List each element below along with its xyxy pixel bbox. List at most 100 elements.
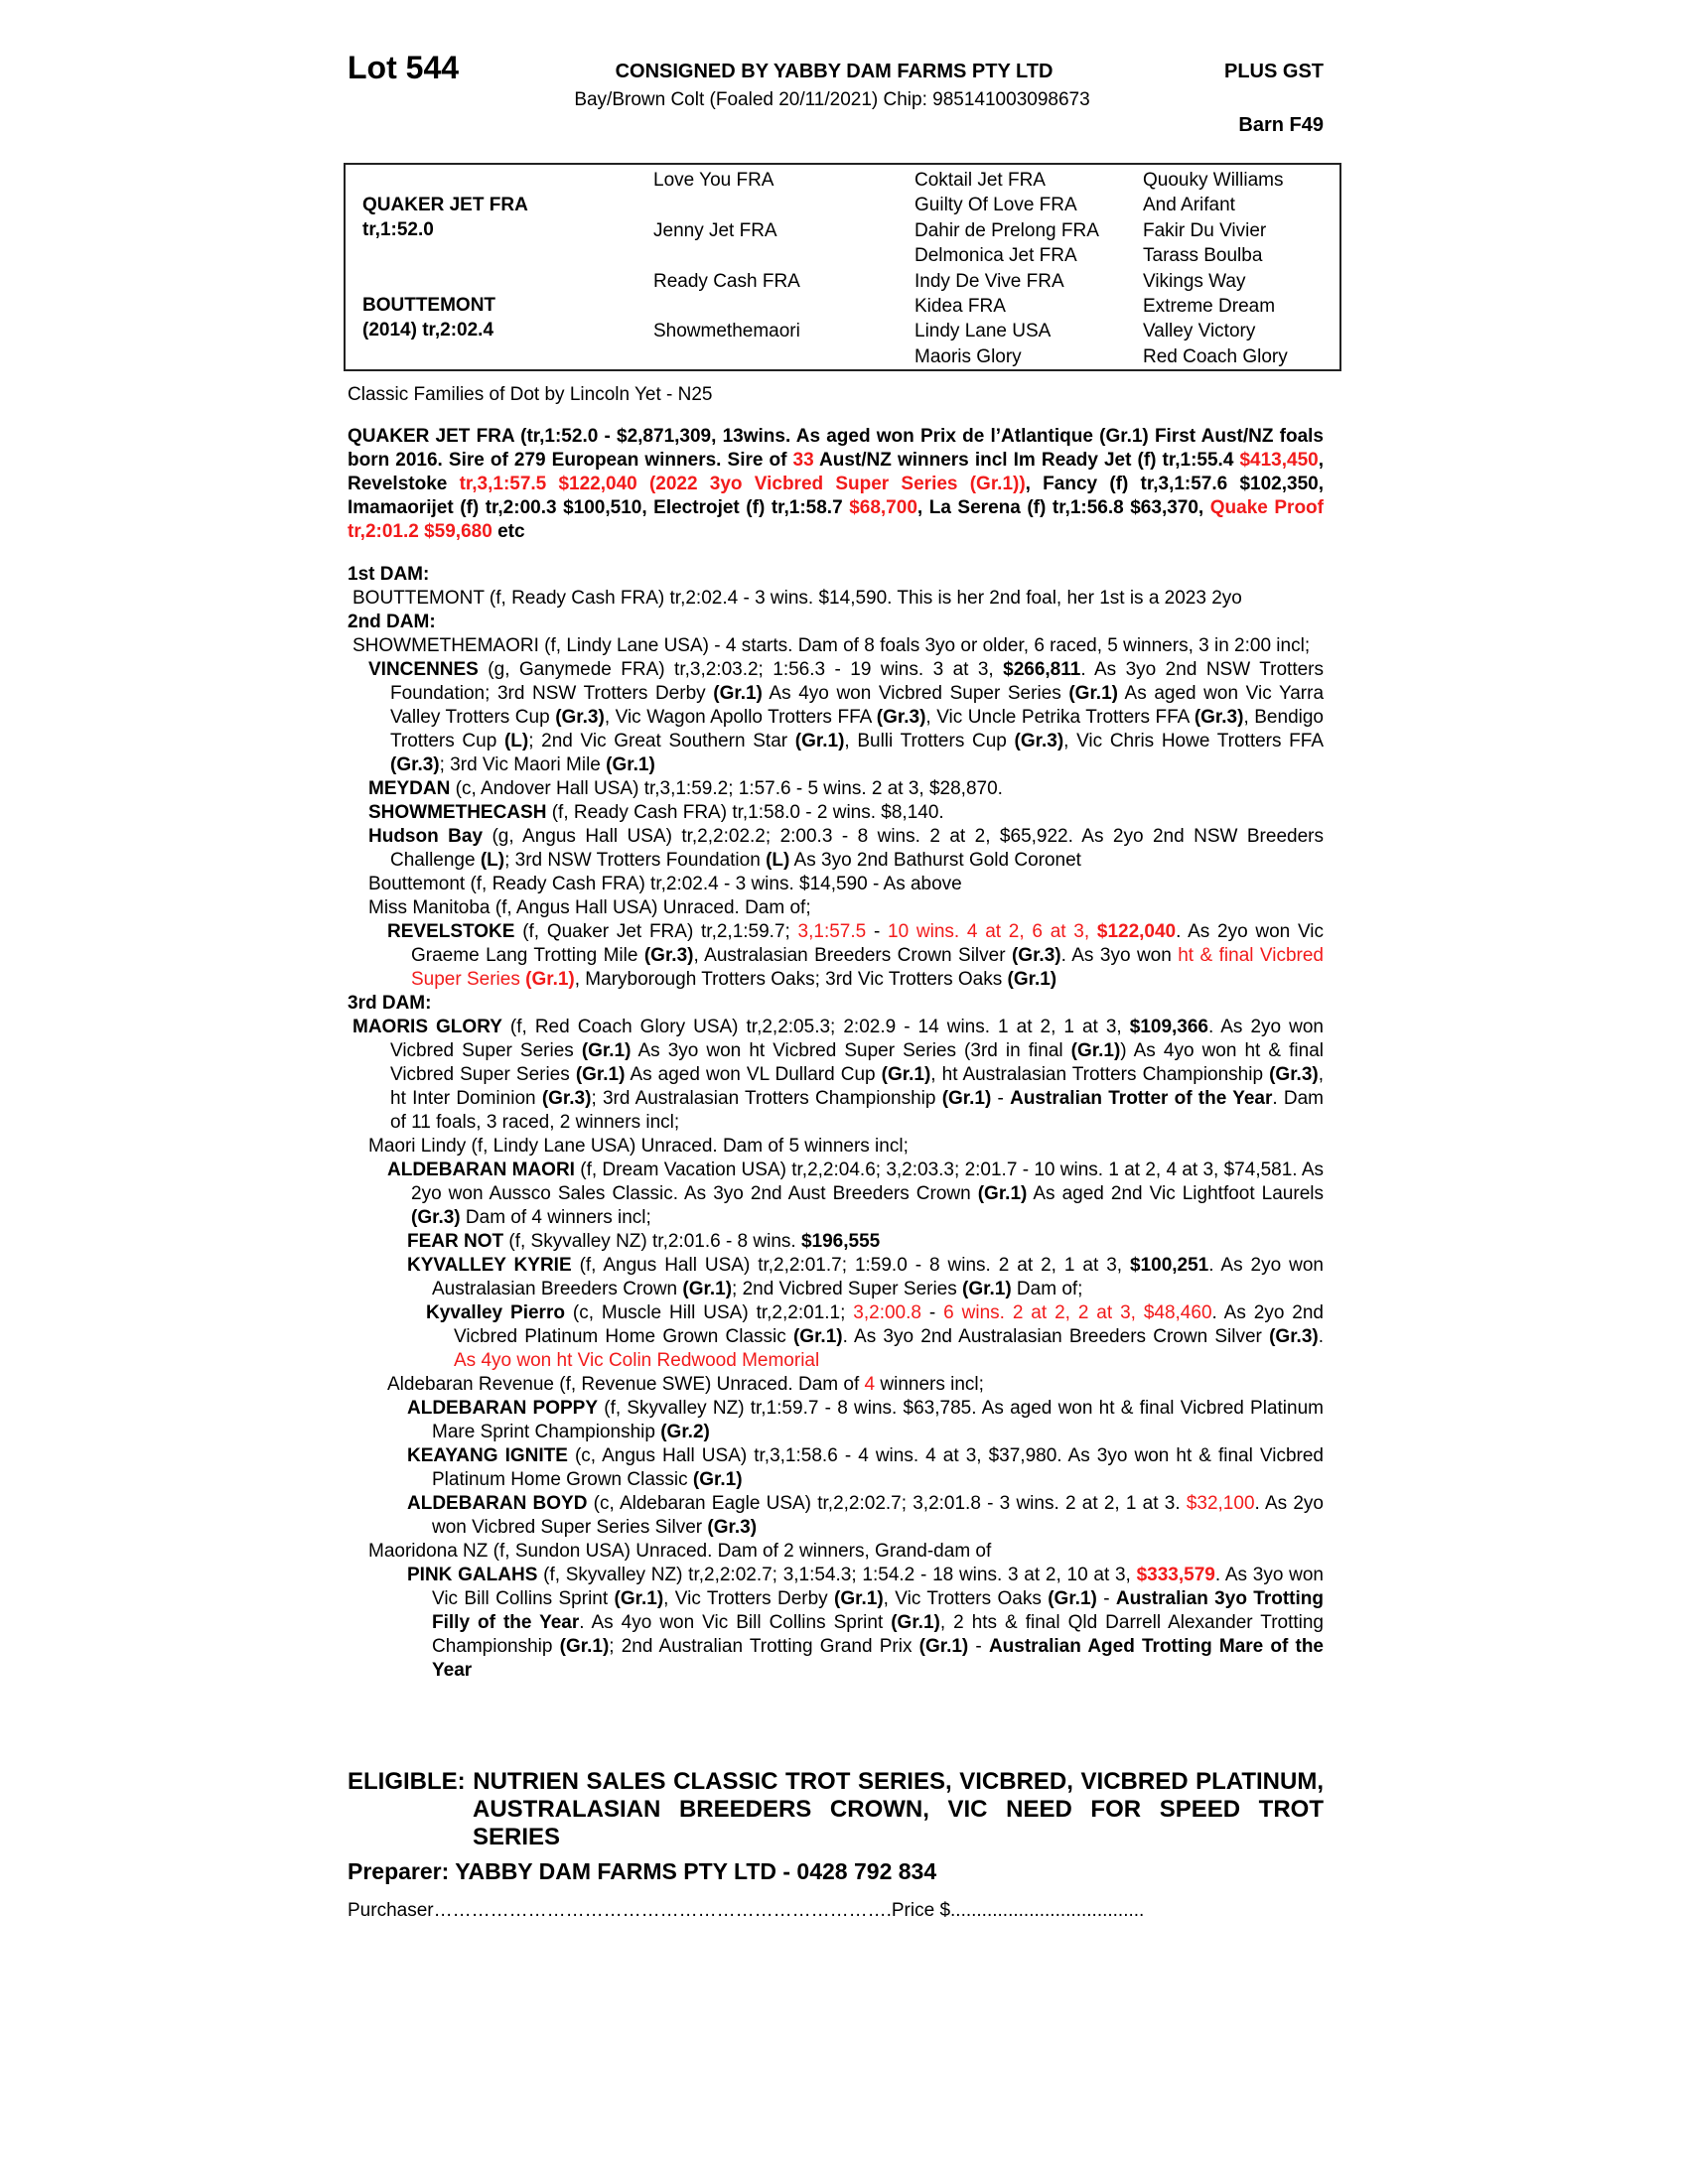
pedigree-entry: REVELSTOKE (f, Quaker Jet FRA) tr,2,1:59… [348,920,1324,992]
family-line: Classic Families of Dot by Lincoln Yet -… [348,384,713,405]
text-run: Bouttemont (f, Ready Cash FRA) tr,2:02.4… [368,874,962,894]
text-run: , Maryborough Trotters Oaks; 3rd Vic Tro… [574,969,1008,990]
sire-record: tr,1:52.0 [362,219,434,240]
text-run: ) As 4yo won ht & final Vicbred Super Se… [390,1040,1324,1085]
dam-pedigree-notes: 1st DAM: BOUTTEMONT (f, Ready Cash FRA) t… [348,563,1324,1683]
dam-heading: 1st DAM: [348,563,1324,587]
pedigree-entry: Bouttemont (f, Ready Cash FRA) tr,2:02.4… [348,873,1324,896]
pedigree-entry: KEAYANG IGNITE (c, Angus Hall USA) tr,3,… [348,1444,1324,1492]
pedigree-entry: Kyvalley Pierro (c, Muscle Hill USA) tr,… [348,1301,1324,1373]
text-run: QUAKER JET FRA (tr,1:52.0 - $2,871,309, … [348,426,1324,471]
highlighted-text: 3,2:00.8 [853,1302,921,1323]
text-run: 1st DAM: [348,564,430,585]
highlighted-text: $68,700 [849,497,917,518]
pedigree-gen2-ancestor: Showmethemaori [653,321,800,342]
text-run: . As 3yo 2nd NSW Trotters Foundation; 3r… [390,659,1324,704]
bold-text: Australian 3yo Trotting Filly of the Yea… [432,1588,1324,1633]
text-run: Dam of; [1011,1279,1083,1299]
text-run: . As 2yo 2nd Vicbred Platinum Home Grown… [454,1302,1324,1347]
dam-name: BOUTTEMONT [362,295,496,316]
bold-text: KEAYANG IGNITE [407,1445,568,1466]
bold-text: Kyvalley Pierro [426,1302,565,1323]
text-run: , Vic Uncle Petrika Trotters FFA [925,707,1195,728]
text-run: . As 2yo won Vicbred Super Series Silver [432,1493,1324,1538]
bold-text: (Gr.1) [918,1636,969,1657]
bold-text: (Gr.3) [541,1088,592,1109]
text-run: . [1318,1326,1324,1347]
text-run: , Vic Trotters Oaks [883,1588,1049,1609]
text-run: . As 2yo won Vic Graeme Lang Trotting Mi… [411,921,1325,966]
horse-description: Bay/Brown Colt (Foaled 20/11/2021) Chip:… [574,89,1090,110]
bold-text: (Gr.1) [559,1636,610,1657]
pedigree-gen3-ancestor: Delmonica Jet FRA [914,245,1077,267]
text-run: ; 3rd Australasian Trotters Championship [591,1088,942,1109]
text-run: Dam of 4 winners incl; [460,1207,651,1228]
bold-text: PINK GALAHS [407,1565,538,1585]
text-run: etc [492,521,525,542]
bold-text: (Gr.1) [834,1588,884,1609]
bold-text: (Gr.1) [1068,683,1118,704]
text-run: Maoridona NZ (f, Sundon USA) Unraced. Da… [368,1541,992,1562]
highlighted-text: ht & final Vicbred Super Series [411,945,1324,990]
text-run: (f, Skyvalley NZ) tr,2,2:02.7; 3,1:54.3;… [537,1565,1137,1585]
pedigree-gen2-ancestor: Jenny Jet FRA [653,219,777,241]
pedigree-entry: MAORIS GLORY (f, Red Coach Glory USA) tr… [348,1016,1324,1135]
pedigree-gen3-ancestor: Guilty Of Love FRA [914,195,1077,216]
highlighted-text: tr,3,1:57.5 $122,040 (2022 3yo Vicbred S… [459,474,1026,494]
bold-text: (Gr.1) [794,731,845,751]
bold-text: REVELSTOKE [387,921,515,942]
text-run: . As 3yo 2nd Australasian Breeders Crown… [842,1326,1270,1347]
bold-text: ALDEBARAN MAORI [387,1160,575,1180]
text-run: (f, Ready Cash FRA) tr,1:58.0 - 2 wins. … [546,802,944,823]
bold-text: (Gr.3) [643,945,694,966]
bold-text: ALDEBARAN POPPY [407,1398,599,1419]
preparer: Preparer: YABBY DAM FARMS PTY LTD - 0428… [348,1858,937,1884]
text-run: , Australasian Breeders Crown Silver [693,945,1012,966]
bold-text: FEAR NOT [407,1231,504,1252]
bold-text: (Gr.1) [713,683,763,704]
text-run: ; 2nd Australian Trotting Grand Prix [609,1636,919,1657]
pedigree-entry: ALDEBARAN MAORI (f, Dream Vacation USA) … [348,1159,1324,1230]
text-run: , Bulli Trotters Cup [844,731,1015,751]
bold-text: SHOWMETHECASH [368,802,547,823]
bold-text: (Gr.1) [891,1612,940,1633]
bold-text: (Gr.3) [1269,1326,1319,1347]
pedigree-gen4-ancestor: And Arifant [1143,195,1235,216]
text-run: As aged 2nd Vic Lightfoot Laurels [1027,1183,1324,1204]
purchaser-price-line[interactable]: Purchaser……………………………………………………………….Price … [348,1900,1145,1921]
text-run: . As 2yo won Australasian Breeders Crown [432,1255,1324,1299]
pedigree-entry: Miss Manitoba (f, Angus Hall USA) Unrace… [348,896,1324,920]
text-run: (c, Angus Hall USA) tr,3,1:58.6 - 4 wins… [432,1445,1325,1490]
highlighted-text: $122,040 [1096,921,1177,942]
text-run: . As 3yo won [1060,945,1179,966]
highlighted-text: $413,450 [1239,450,1319,471]
pedigree-entry: Aldebaran Revenue (f, Revenue SWE) Unrac… [348,1373,1324,1397]
bold-text: MAORIS GLORY [352,1017,502,1037]
bold-text: (Gr.1) [692,1469,743,1490]
bold-text: (L) [480,850,505,871]
highlighted-text: 4 [864,1374,876,1395]
text-run: , 2 hts & final Qld Darrell Alexander Tr… [432,1612,1324,1657]
bold-text: (Gr.3) [1194,707,1244,728]
text-run: - [920,1302,944,1323]
text-run: 2nd DAM: [348,612,436,632]
pedigree-gen3-ancestor: Kidea FRA [914,296,1006,317]
bold-text: VINCENNES [368,659,479,680]
text-run: ; 3rd Vic Maori Mile [439,754,607,775]
text-run: , La Serena (f) tr,1:56.8 $63,370, [916,497,1210,518]
text-run: (f, Dream Vacation USA) tr,2,2:04.6; 3,2… [411,1160,1324,1204]
bold-text: (Gr.3) [1014,731,1064,751]
text-run: (g, Angus Hall USA) tr,2,2:02.2; 2:00.3 … [390,826,1324,871]
highlighted-text: 10 wins. 4 at 2, 6 at 3, [888,921,1097,942]
pedigree-entry: ALDEBARAN POPPY (f, Skyvalley NZ) tr,1:5… [348,1397,1324,1444]
pedigree-gen3-ancestor: Coktail Jet FRA [914,170,1046,191]
sire-summary: QUAKER JET FRA (tr,1:52.0 - $2,871,309, … [348,425,1324,544]
text-run: As 4yo won Vicbred Super Series [762,683,1069,704]
text-run: (g, Ganymede FRA) tr,3,2:03.2; 1:56.3 - … [478,659,1004,680]
highlighted-text: (Gr.1) [525,969,575,990]
text-run: (f, Quaker Jet FRA) tr,2,1:59.7; [514,921,798,942]
bold-text: (Gr.3) [1269,1064,1319,1085]
dam-heading: 3rd DAM: [348,992,1324,1016]
pedigree-gen3-ancestor: Maoris Glory [914,345,1022,367]
bold-text: KYVALLEY KYRIE [407,1255,572,1276]
